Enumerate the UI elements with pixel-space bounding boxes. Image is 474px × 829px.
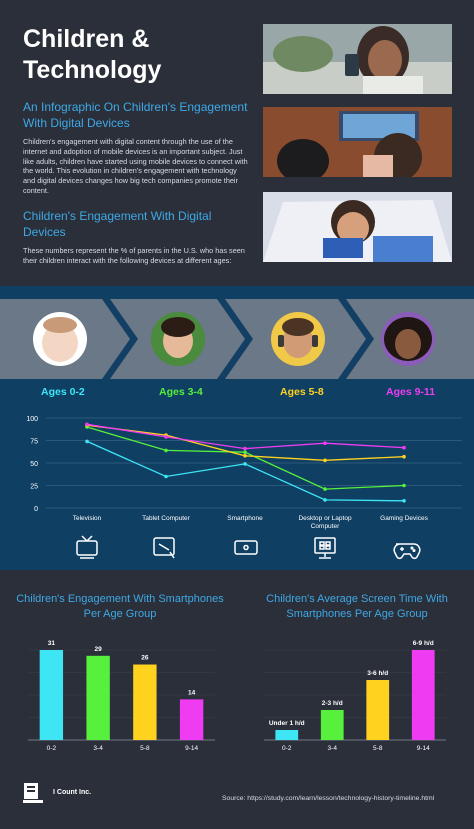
data-point — [243, 462, 247, 466]
photo-child-phone — [263, 24, 452, 94]
bar-9-14 — [411, 650, 435, 740]
bar-0-2 — [39, 650, 64, 740]
x-category-label: Gaming Devices — [380, 515, 428, 522]
bar-value-label: 26 — [141, 655, 149, 662]
data-point — [243, 450, 247, 454]
y-tick-label: 25 — [30, 484, 38, 491]
series-line-1 — [86, 426, 405, 490]
data-point — [243, 454, 247, 458]
infographic-subtitle: An Infographic On Children's Engagement … — [23, 100, 248, 130]
data-point — [164, 448, 168, 453]
bar-category-label: 9-14 — [185, 745, 198, 752]
bar-value-label: 31 — [48, 640, 56, 647]
bar-category-label: 0-2 — [282, 745, 292, 752]
gamepad-icon — [393, 543, 421, 560]
y-tick-label: 50 — [30, 461, 38, 468]
x-category-label: Desktop or Laptop Computer — [298, 515, 352, 530]
page-title: Children & Technology — [23, 25, 162, 84]
data-point — [402, 454, 406, 459]
data-point — [402, 445, 406, 450]
age-label-3-4: Ages 3-4 — [159, 386, 203, 398]
bar-value-label: Under 1 h/d — [269, 720, 305, 727]
device-engagement-line-chart: 0 25 50 75 100 Television Tablet Computer Smar… — [26, 416, 462, 530]
bar-category-label: 5-8 — [373, 745, 383, 752]
tablet-icon — [153, 537, 175, 559]
bar-category-label: 9-14 — [417, 745, 430, 752]
photo-boy-tablet — [263, 192, 452, 262]
data-point — [323, 487, 327, 491]
section-title: Children's Engagement With Digital Devic… — [23, 209, 212, 239]
bar-category-label: 3-4 — [93, 745, 103, 752]
bar-value-label: 6-9 h/d — [413, 640, 434, 647]
bar-category-label: 5-8 — [140, 745, 150, 752]
data-point — [164, 474, 168, 479]
smartphone-icon — [234, 540, 258, 555]
bar-0-2 — [275, 730, 299, 740]
photo-children-computer — [263, 107, 452, 177]
data-point — [323, 441, 327, 445]
data-point — [85, 422, 89, 427]
bar-value-label: 3-6 h/d — [367, 670, 388, 677]
intro-paragraph: Children's engagement with digital conte… — [23, 137, 248, 195]
company-name: I Count Inc. — [53, 789, 92, 796]
bar-value-label: 2-3 h/d — [322, 700, 343, 707]
x-category-label: Smartphone — [227, 515, 263, 522]
bar-5-8 — [133, 664, 157, 740]
section-note: These numbers represent the % of parents… — [23, 246, 245, 265]
age-label-0-2: Ages 0-2 — [41, 386, 85, 398]
y-tick-label: 75 — [30, 439, 38, 446]
data-point — [243, 446, 247, 451]
age-label-9-11: Ages 9-11 — [386, 386, 436, 398]
bar-3-4 — [320, 710, 344, 740]
series-line-3 — [86, 423, 405, 450]
source-text: Source: https://study.com/learn/lesson/t… — [222, 795, 435, 802]
smartphone-engagement-title: Children's Engagement With Smartphones P… — [16, 593, 224, 620]
x-category-label: Television — [73, 515, 102, 522]
data-point — [323, 498, 327, 502]
bar-category-label: 0-2 — [47, 745, 57, 752]
bar-9-14 — [179, 699, 204, 740]
device-icons-row — [76, 535, 421, 560]
company-logo-icon — [23, 783, 43, 803]
data-point — [85, 439, 89, 444]
age-group-banner — [0, 299, 474, 379]
desktop-icon — [314, 537, 336, 559]
bar-category-label: 3-4 — [328, 745, 338, 752]
data-point — [402, 483, 406, 488]
bar-3-4 — [86, 655, 110, 740]
bar-value-label: 29 — [95, 646, 103, 653]
y-tick-label: 0 — [34, 506, 38, 513]
bar-charts: 31 0-2 29 3-4 26 5-8 14 9-14 Under 1 h/d 0-2 2-3 … — [28, 640, 446, 752]
y-tick-label: 100 — [26, 416, 38, 423]
data-point — [323, 458, 327, 463]
bar-5-8 — [366, 680, 390, 740]
data-point — [164, 435, 168, 439]
data-point — [402, 499, 406, 503]
bar-value-label: 14 — [188, 689, 196, 696]
x-category-label: Tablet Computer — [142, 515, 191, 522]
age-label-5-8: Ages 5-8 — [280, 386, 324, 398]
screen-time-title: Children's Average Screen Time With Smar… — [266, 593, 448, 620]
tv-icon — [76, 535, 98, 559]
